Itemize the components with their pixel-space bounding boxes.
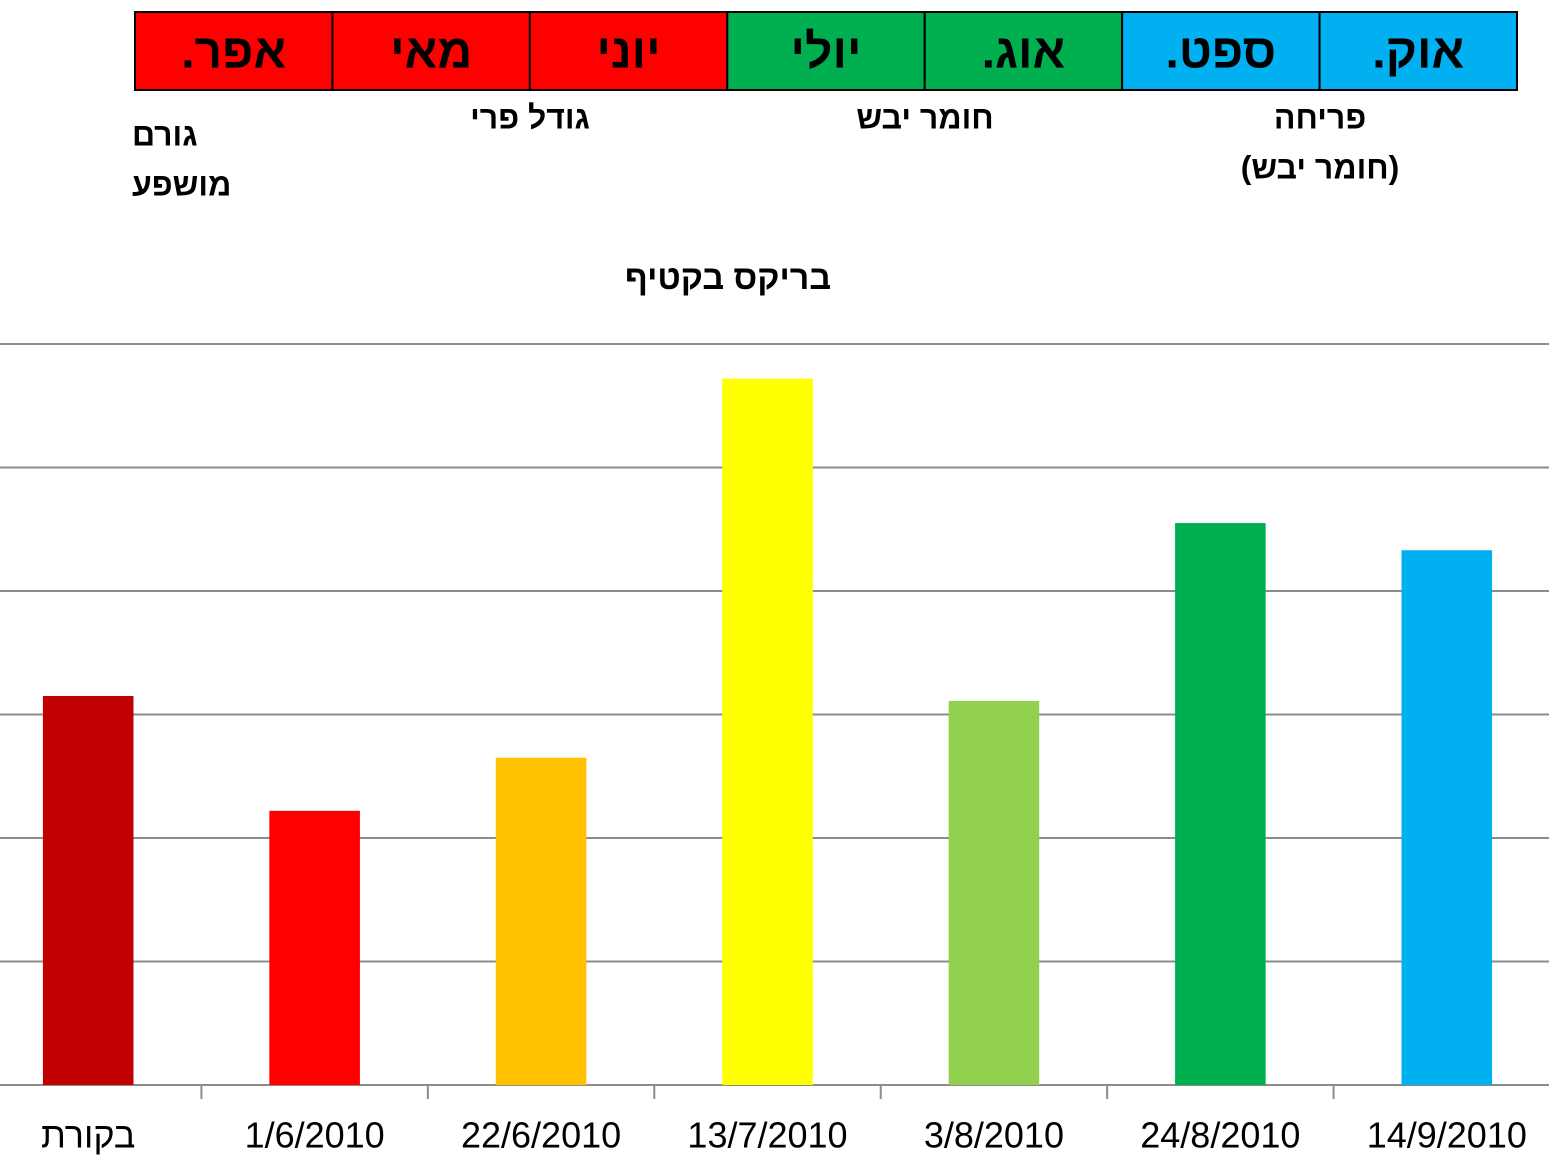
month-cell [1318,11,1518,91]
x-tick-label: 24/8/2010 [1140,1115,1300,1156]
x-tick-label: בקורת [41,1115,135,1156]
bar [42,695,134,1085]
month-label: יוני [596,26,660,79]
month-label: יולי [791,26,862,79]
stage-label: פריחה [1274,99,1366,135]
stage-label: חומר יבש [856,99,993,135]
bar [1175,523,1266,1085]
bar [722,378,813,1086]
month-cell [923,11,1124,91]
stage-label: גודל פרי [470,99,590,135]
month-cell [331,11,531,91]
affected-factor: גורם [132,116,198,152]
bar [269,810,360,1085]
x-tick-label: 13/7/2010 [687,1115,847,1156]
month-label: ספט. [1166,26,1277,79]
bar [495,757,587,1085]
month-cell [1121,11,1321,91]
month-label: מאי [390,26,472,79]
x-tick-label: 1/6/2010 [245,1115,385,1156]
month-label: אפר. [181,26,286,79]
x-tick-label: 22/6/2010 [461,1115,621,1156]
chart-title: בריקס בקטיף [625,259,831,297]
month-label: אוק. [1372,26,1464,79]
stage-label: (חומר יבש) [1241,149,1400,185]
bar [948,700,1040,1085]
month-cell [528,11,729,91]
x-tick-label: 3/8/2010 [924,1115,1064,1156]
x-tick-label: 14/9/2010 [1367,1115,1527,1156]
bar [1401,550,1493,1085]
month-cell [134,11,334,91]
affected-factor: מושפע [132,166,231,202]
month-label: אוג. [982,26,1066,79]
